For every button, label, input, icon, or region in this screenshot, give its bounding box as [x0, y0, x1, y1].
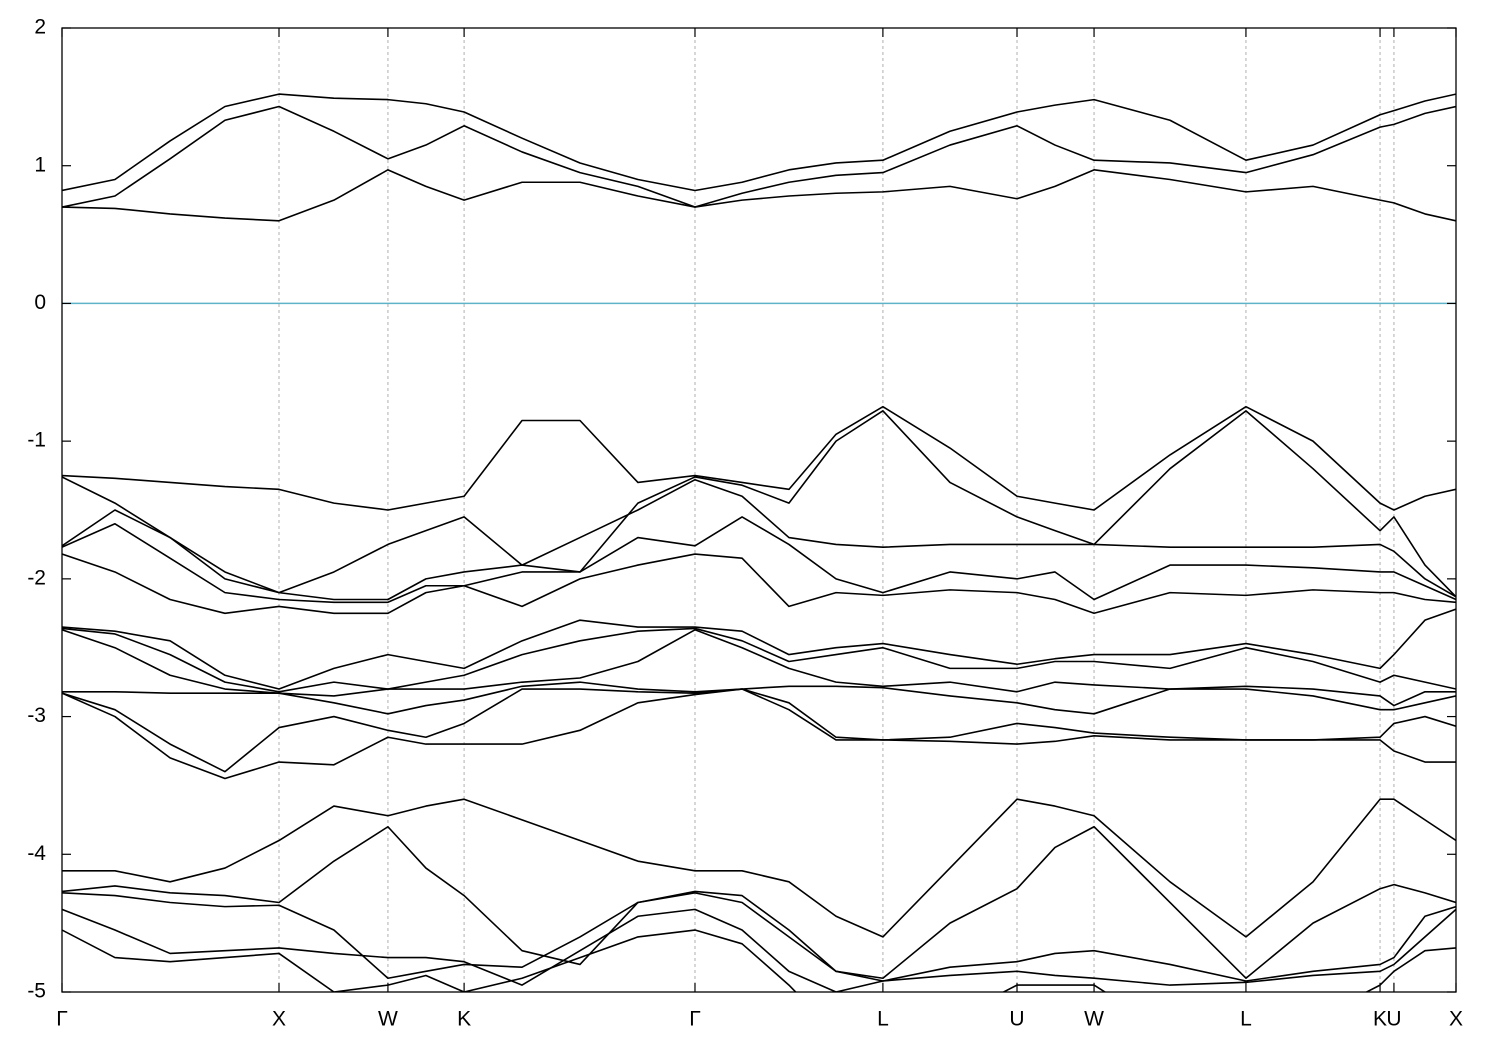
x-tick-label: W [378, 1008, 398, 1031]
band-line [62, 608, 1456, 690]
x-tick-label: L [1240, 1008, 1252, 1031]
y-tick-label: -3 [27, 704, 46, 727]
band-line [62, 169, 1456, 222]
x-tick-label: U [1386, 1008, 1401, 1031]
plot-frame [61, 27, 1457, 993]
band-line [62, 478, 1456, 601]
band-line [62, 681, 1456, 715]
band-line [62, 93, 1456, 192]
x-tick-label: X [272, 1008, 286, 1031]
plot-area [62, 93, 1456, 992]
band-line [62, 908, 1456, 992]
x-tick-label: X [1449, 1008, 1463, 1031]
x-tick-label: Γ [56, 1008, 68, 1031]
y-tick-label: 2 [34, 16, 46, 39]
y-tick-label: -5 [27, 980, 46, 1003]
x-tick-label: U [1009, 1008, 1024, 1031]
band-line [62, 410, 1456, 598]
x-tick-label: K [457, 1008, 471, 1031]
x-tick-label: K [1373, 1008, 1387, 1031]
y-tick-label: -1 [27, 429, 46, 452]
band-line [62, 553, 1456, 615]
band-line [62, 798, 1456, 938]
band-line [62, 892, 1456, 982]
x-tick-label: W [1084, 1008, 1104, 1031]
y-tick-label: 0 [34, 291, 46, 314]
y-tick-label: -4 [27, 842, 46, 865]
x-tick-label: Γ [689, 1008, 701, 1031]
x-tick-label: L [877, 1008, 889, 1031]
band-line [62, 629, 1456, 707]
y-tick-label: 1 [34, 153, 46, 176]
band-line [62, 929, 1456, 992]
band-line [62, 688, 1456, 780]
y-tick-label: -2 [27, 566, 46, 589]
band-line [62, 405, 1456, 511]
band-line [62, 825, 1456, 980]
band-line [62, 105, 1456, 208]
band-line [62, 516, 1456, 604]
band-line [62, 627, 1456, 693]
